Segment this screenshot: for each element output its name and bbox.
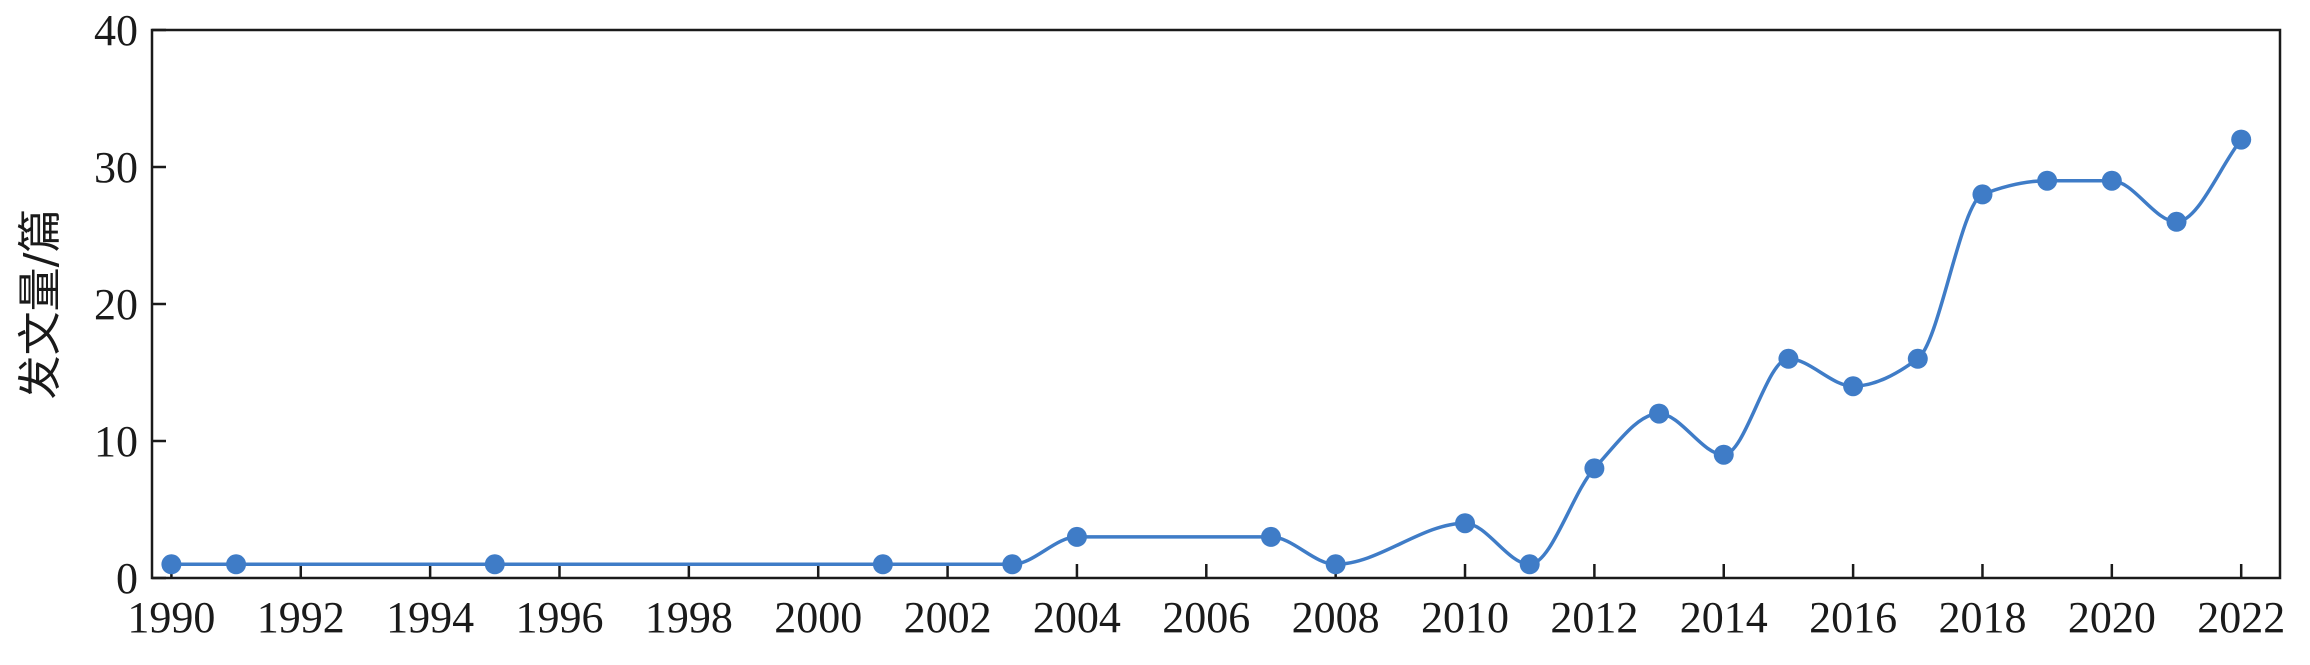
x-tick-label: 2012 xyxy=(1550,593,1638,642)
x-tick-label: 2018 xyxy=(1938,593,2026,642)
plot-frame xyxy=(150,28,2282,580)
x-axis-ticks: 1990 1992 1994 1996 1998 2000 2002 2004 2006 2008… xyxy=(127,564,2285,642)
data-point xyxy=(1066,526,1087,547)
x-tick-label: 2002 xyxy=(904,593,992,642)
y-tick-label: 40 xyxy=(94,6,138,55)
data-point xyxy=(2101,170,2122,191)
data-point xyxy=(1972,184,1993,205)
x-tick-label: 2016 xyxy=(1809,593,1897,642)
x-tick-label: 2008 xyxy=(1292,593,1380,642)
data-point xyxy=(1907,348,1928,369)
data-point xyxy=(1002,554,1023,575)
x-tick-label: 2014 xyxy=(1680,593,1768,642)
data-point xyxy=(1584,458,1605,479)
x-tick-label: 2006 xyxy=(1162,593,1250,642)
x-tick-label: 1990 xyxy=(127,593,215,642)
data-point xyxy=(872,554,893,575)
x-tick-label: 2020 xyxy=(2068,593,2156,642)
x-tick-label: 2000 xyxy=(774,593,862,642)
x-tick-label: 1994 xyxy=(386,593,474,642)
y-tick-label: 20 xyxy=(94,280,138,329)
data-point xyxy=(1325,554,1346,575)
data-markers xyxy=(161,129,2252,575)
x-tick-label: 2022 xyxy=(2197,593,2285,642)
y-tick-label: 10 xyxy=(94,417,138,466)
data-point xyxy=(2037,170,2058,191)
data-point xyxy=(1778,348,1799,369)
data-point xyxy=(484,554,505,575)
data-point xyxy=(1713,444,1734,465)
data-point xyxy=(1843,376,1864,397)
x-tick-label: 1996 xyxy=(515,593,603,642)
y-tick-label: 0 xyxy=(116,554,138,603)
data-point xyxy=(1455,513,1476,534)
y-axis-title: 发文量/篇 xyxy=(15,209,66,400)
data-point xyxy=(1260,526,1281,547)
data-point xyxy=(1519,554,1540,575)
y-tick-label: 30 xyxy=(94,143,138,192)
x-tick-label: 1998 xyxy=(645,593,733,642)
x-tick-label: 2010 xyxy=(1421,593,1509,642)
x-tick-label: 2004 xyxy=(1033,593,1121,642)
series-line xyxy=(171,138,2243,567)
x-tick-label: 1992 xyxy=(257,593,345,642)
data-point xyxy=(226,554,247,575)
y-axis-ticks: 0 10 20 30 40 xyxy=(94,6,166,603)
data-point xyxy=(161,554,182,575)
data-point xyxy=(1649,403,1670,424)
data-point xyxy=(2166,211,2187,232)
data-point xyxy=(2231,129,2252,150)
